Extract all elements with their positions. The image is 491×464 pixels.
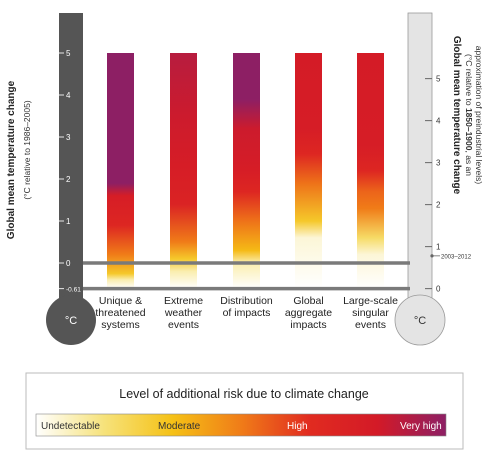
- category-label-line: Distribution: [220, 295, 273, 307]
- left-tick-label: 0: [66, 259, 71, 268]
- category-label-line: impacts: [290, 319, 326, 331]
- category-label: Large-scale singular events: [343, 295, 398, 331]
- risk-bars: [107, 53, 384, 289]
- left-axis-title: Global mean temperature change: [6, 80, 17, 239]
- right-tick-label: 1: [436, 243, 441, 252]
- category-label: Unique & threatened systems: [95, 295, 145, 331]
- left-thermometer-bulb: [46, 295, 96, 345]
- left-axis-subtitle: (°C relative to 1986–2005): [22, 100, 32, 199]
- right-tick-label: 5: [436, 75, 441, 84]
- category-label-line: systems: [101, 319, 140, 331]
- right-axis-subtitle-prefix: (°C relative to: [464, 54, 474, 108]
- legend-label: Moderate: [158, 421, 201, 432]
- left-tick-label: -0.61: [66, 287, 81, 294]
- category-label-line: events: [168, 319, 199, 331]
- left-tick-label: 1: [66, 217, 71, 226]
- legend-title: Level of additional risk due to climate …: [119, 387, 369, 401]
- left-axis-ticks: 5 4 3 2 1 0 -0.61: [59, 49, 81, 294]
- legend-colorbar: [35, 413, 447, 437]
- category-label-line: events: [355, 319, 386, 331]
- risk-bar: [233, 53, 260, 289]
- category-label-line: Unique &: [99, 295, 142, 307]
- category-label: Distribution of impacts: [220, 295, 273, 319]
- left-tick-label: 2: [66, 175, 71, 184]
- right-tick-label: 3: [436, 159, 441, 168]
- right-thermometer-unit: °C: [414, 315, 426, 327]
- right-axis-ticks: 5 4 3 2 1 0: [425, 75, 441, 294]
- category-label-line: of impacts: [223, 307, 271, 319]
- period-marker-label: 2003–2012: [441, 254, 472, 260]
- right-tick-label: 2: [436, 201, 441, 210]
- right-tick-label: 0: [436, 285, 441, 294]
- period-marker: 2003–2012: [430, 254, 472, 260]
- right-axis-subtitle: (°C relative to 1850–1900, as an: [464, 54, 474, 176]
- right-axis-subtitle-line2: approximation of preindustrial levels): [474, 46, 484, 185]
- category-label-line: Large-scale: [343, 295, 398, 307]
- left-thermometer-tube: [59, 13, 83, 301]
- right-thermometer-bulb: [394, 294, 446, 346]
- risk-bar: [295, 53, 322, 289]
- right-thermometer-tube: [407, 12, 433, 302]
- category-label-line: weather: [164, 307, 203, 319]
- category-label: Extreme weather events: [164, 295, 203, 331]
- legend-label: Very high: [400, 421, 442, 432]
- category-label-line: singular: [352, 307, 389, 319]
- risk-bar: [107, 53, 134, 289]
- right-axis-title: Global mean temperature change: [451, 36, 462, 195]
- right-axis-subtitle-suffix: , as an: [464, 150, 474, 176]
- risk-bar: [357, 53, 384, 289]
- category-label-line: Extreme: [164, 295, 203, 307]
- legend-labels: Undetectable Moderate High Very high: [41, 421, 442, 432]
- right-axis-subtitle-bold: 1850–1900: [464, 108, 474, 151]
- legend: Level of additional risk due to climate …: [25, 372, 464, 450]
- category-label: Global aggregate impacts: [285, 295, 332, 331]
- risk-bar: [170, 53, 197, 289]
- left-tick-label: 4: [66, 91, 71, 100]
- left-thermometer: °C: [46, 13, 96, 345]
- right-thermometer: °C: [394, 12, 446, 346]
- left-tick-label: 3: [66, 133, 71, 142]
- right-tick-label: 4: [436, 117, 441, 126]
- legend-label: Undetectable: [41, 421, 100, 432]
- category-label-line: threatened: [95, 307, 145, 319]
- reference-lines: [83, 261, 410, 291]
- legend-label: High: [287, 421, 308, 432]
- left-thermometer-unit: °C: [65, 315, 77, 327]
- left-tick-label: 5: [66, 49, 71, 58]
- category-label-line: Global: [293, 295, 323, 307]
- legend-frame: [25, 372, 464, 450]
- category-label-line: aggregate: [285, 307, 332, 319]
